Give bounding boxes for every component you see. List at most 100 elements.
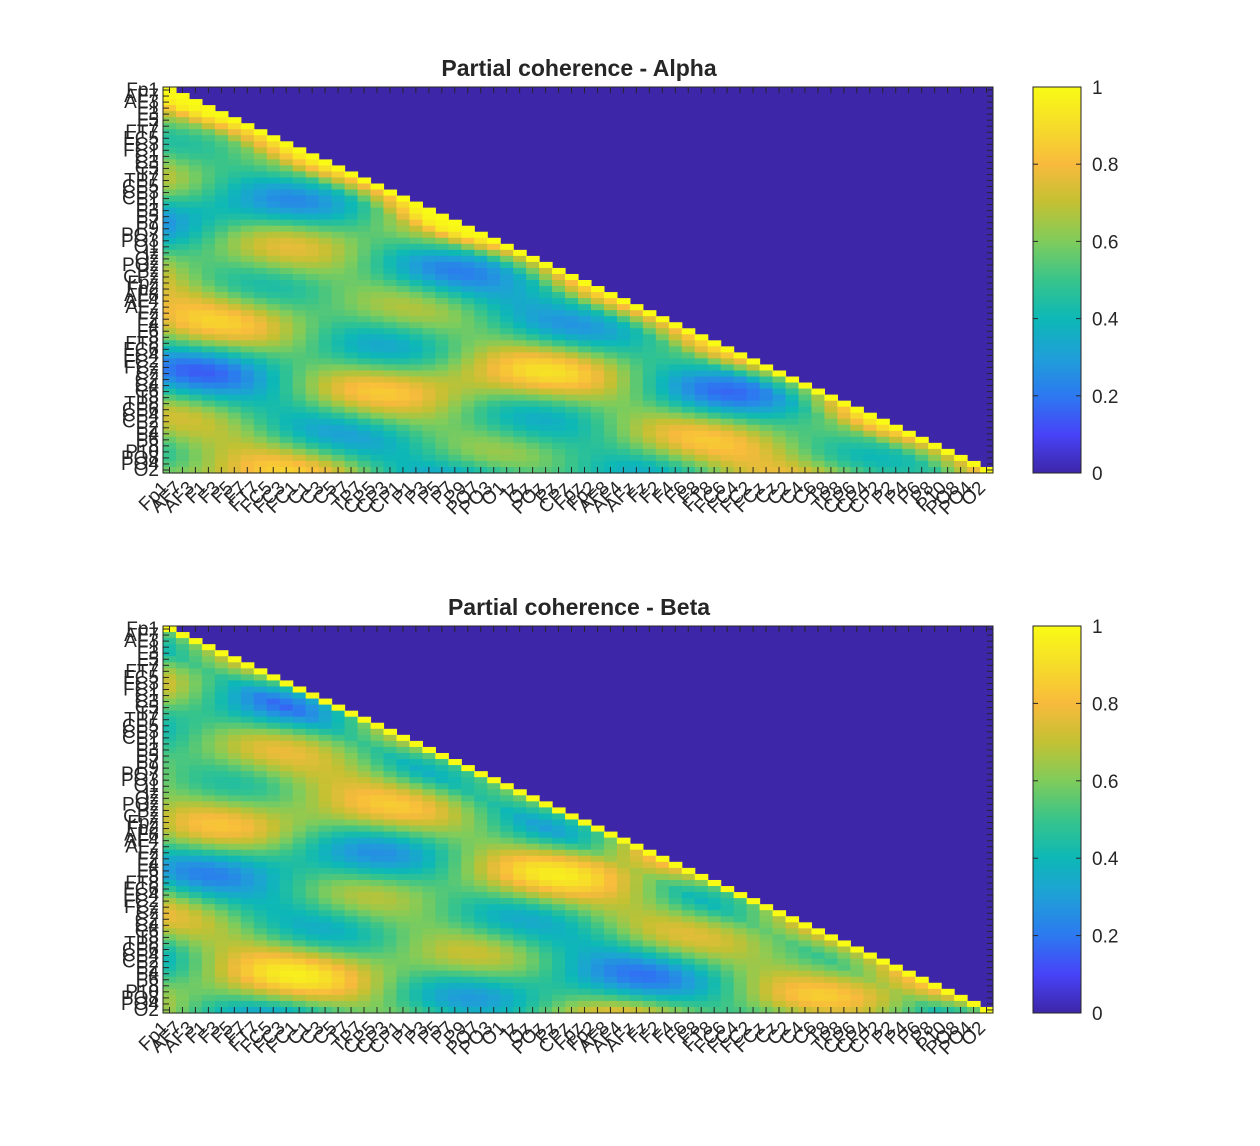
heatmap-cell <box>344 807 359 815</box>
heatmap-cell <box>175 165 190 173</box>
heatmap-cell <box>681 340 696 347</box>
heatmap-cell <box>331 165 346 173</box>
heatmap-cell <box>513 382 527 390</box>
heatmap-cell <box>487 249 501 257</box>
heatmap-cell <box>344 819 359 827</box>
heatmap-cell <box>396 976 411 984</box>
heatmap-cell <box>759 964 774 972</box>
heatmap-cell <box>526 940 540 948</box>
heatmap-cell <box>331 364 346 372</box>
heatmap-cell <box>201 855 216 863</box>
heatmap-cell <box>266 879 281 887</box>
heatmap-cell <box>772 922 787 929</box>
heatmap-cell <box>915 976 929 984</box>
heatmap-cell <box>448 898 462 905</box>
heatmap-cell <box>318 910 333 917</box>
heatmap-cell <box>201 316 216 323</box>
heatmap-cell <box>694 964 709 972</box>
heatmap-cell <box>344 898 359 905</box>
heatmap-cell <box>305 752 320 760</box>
heatmap-cell <box>357 789 372 796</box>
heatmap-cell <box>539 340 553 347</box>
y-tick-label: P8 <box>136 436 159 457</box>
heatmap-cell <box>318 855 333 863</box>
heatmap-cell <box>668 454 683 462</box>
heatmap-cell <box>163 195 177 203</box>
heatmap-cell <box>331 388 346 396</box>
heatmap-cell <box>759 952 774 960</box>
heatmap-cell <box>396 994 411 1002</box>
heatmap-cell <box>292 201 307 209</box>
heatmap-cell <box>487 243 501 251</box>
heatmap-cell <box>266 261 281 269</box>
heatmap-cell <box>370 219 385 227</box>
heatmap-cell <box>552 922 566 929</box>
heatmap-cell <box>240 886 255 893</box>
heatmap-cell <box>409 740 423 748</box>
heatmap-cell <box>357 280 372 287</box>
heatmap-cell <box>863 988 877 996</box>
heatmap-cell <box>292 195 307 203</box>
heatmap-cell <box>163 219 177 227</box>
heatmap-cell <box>461 777 475 784</box>
heatmap-cell <box>396 916 411 923</box>
heatmap-cell <box>305 454 320 462</box>
heatmap-cell <box>240 777 255 784</box>
heatmap-cell <box>642 952 657 960</box>
heatmap-cell <box>279 910 294 917</box>
heatmap-cell <box>292 873 307 881</box>
heatmap-cell <box>279 976 294 984</box>
heatmap-cell <box>720 418 735 426</box>
heatmap-cell <box>266 994 281 1002</box>
heatmap-cell <box>227 177 242 185</box>
heatmap-cell <box>383 970 398 978</box>
heatmap-cell <box>681 970 696 978</box>
heatmap-cell <box>422 837 436 845</box>
heatmap-cell <box>201 728 216 736</box>
heatmap-cell <box>292 322 307 329</box>
heatmap-cell <box>188 892 203 899</box>
heatmap-cell <box>240 370 255 378</box>
heatmap-cell <box>409 255 423 263</box>
heatmap-cell <box>318 328 333 335</box>
heatmap-cell <box>707 430 722 438</box>
heatmap-cell <box>474 819 488 827</box>
heatmap-cell <box>526 807 540 815</box>
heatmap-cell <box>279 837 294 845</box>
heatmap-cell <box>435 352 449 360</box>
heatmap-cell <box>266 304 281 311</box>
y-tick-label: F1 <box>137 98 159 119</box>
heatmap-cell <box>565 286 579 293</box>
heatmap-cell <box>201 813 216 821</box>
heatmap-cell <box>811 388 826 396</box>
heatmap-cell <box>266 147 281 154</box>
colorbar-tick-label: 0 <box>1092 464 1103 485</box>
heatmap-cell <box>578 825 592 833</box>
heatmap-cell <box>175 759 190 766</box>
heatmap-cell <box>655 873 670 881</box>
heatmap-cell <box>201 340 216 347</box>
heatmap-cell <box>383 771 398 778</box>
heatmap-cell <box>240 340 255 347</box>
heatmap-cell <box>474 334 488 341</box>
heatmap-cell <box>292 928 307 935</box>
heatmap-cell <box>175 267 190 275</box>
y-tick-label: Fp2 <box>126 819 159 840</box>
heatmap-cell <box>344 406 359 414</box>
heatmap-cell <box>305 916 320 923</box>
heatmap-cell <box>811 952 826 960</box>
heatmap-cell <box>578 406 592 414</box>
heatmap-cell <box>409 892 423 899</box>
heatmap-cell <box>603 837 618 845</box>
heatmap-cell <box>590 886 605 893</box>
heatmap-cell <box>188 704 203 712</box>
heatmap-cell <box>513 424 527 432</box>
heatmap-cell <box>539 370 553 378</box>
heatmap-cell <box>175 704 190 712</box>
heatmap-cell <box>396 328 411 335</box>
heatmap-cell <box>357 765 372 772</box>
heatmap-cell <box>305 976 320 984</box>
heatmap-cell <box>513 958 527 966</box>
heatmap-cell <box>448 352 462 360</box>
heatmap-cell <box>565 1000 579 1008</box>
